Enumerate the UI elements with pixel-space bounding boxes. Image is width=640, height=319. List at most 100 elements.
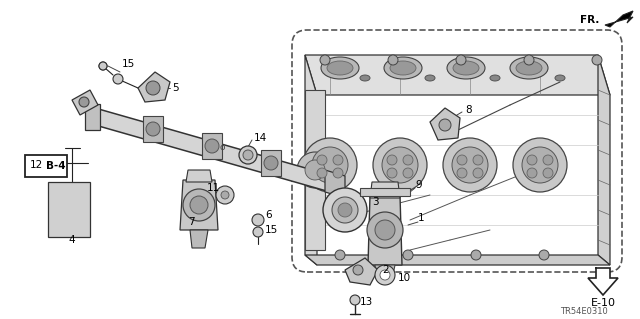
Polygon shape bbox=[360, 188, 410, 196]
Circle shape bbox=[403, 250, 413, 260]
Text: 15: 15 bbox=[265, 225, 278, 235]
Polygon shape bbox=[138, 72, 170, 102]
Circle shape bbox=[373, 138, 427, 192]
Circle shape bbox=[473, 155, 483, 165]
Ellipse shape bbox=[360, 75, 370, 81]
Polygon shape bbox=[368, 195, 402, 265]
Circle shape bbox=[443, 138, 497, 192]
Circle shape bbox=[539, 250, 549, 260]
Text: 4: 4 bbox=[68, 235, 75, 245]
Ellipse shape bbox=[321, 57, 359, 79]
Bar bbox=[25, 155, 67, 177]
Polygon shape bbox=[202, 133, 222, 159]
Circle shape bbox=[367, 212, 403, 248]
Circle shape bbox=[317, 155, 327, 165]
Circle shape bbox=[592, 55, 602, 65]
Circle shape bbox=[457, 168, 467, 178]
Polygon shape bbox=[305, 255, 610, 265]
Circle shape bbox=[323, 188, 367, 232]
Circle shape bbox=[380, 270, 390, 280]
Circle shape bbox=[183, 189, 215, 221]
Text: 13: 13 bbox=[360, 297, 373, 307]
Ellipse shape bbox=[490, 75, 500, 81]
Polygon shape bbox=[588, 268, 618, 295]
Circle shape bbox=[146, 81, 160, 95]
Circle shape bbox=[527, 155, 537, 165]
Polygon shape bbox=[95, 108, 330, 192]
Circle shape bbox=[452, 147, 488, 183]
Text: 12: 12 bbox=[30, 160, 44, 170]
Circle shape bbox=[79, 97, 89, 107]
Circle shape bbox=[375, 265, 395, 285]
Circle shape bbox=[403, 168, 413, 178]
Circle shape bbox=[305, 160, 325, 180]
Ellipse shape bbox=[384, 57, 422, 79]
Text: 10: 10 bbox=[398, 273, 411, 283]
Circle shape bbox=[99, 62, 107, 70]
Polygon shape bbox=[72, 90, 98, 115]
Polygon shape bbox=[605, 11, 633, 27]
Polygon shape bbox=[180, 180, 218, 230]
Circle shape bbox=[471, 250, 481, 260]
Circle shape bbox=[375, 220, 395, 240]
Circle shape bbox=[253, 227, 263, 237]
Text: 5: 5 bbox=[172, 83, 179, 93]
Circle shape bbox=[252, 214, 264, 226]
Ellipse shape bbox=[510, 57, 548, 79]
Polygon shape bbox=[345, 258, 378, 285]
Circle shape bbox=[190, 196, 208, 214]
Text: 11: 11 bbox=[207, 183, 220, 193]
Circle shape bbox=[113, 74, 123, 84]
Circle shape bbox=[513, 138, 567, 192]
Polygon shape bbox=[143, 116, 163, 142]
Circle shape bbox=[388, 55, 398, 65]
Polygon shape bbox=[305, 55, 317, 265]
Text: 8: 8 bbox=[465, 105, 472, 115]
Polygon shape bbox=[85, 104, 100, 130]
Text: 2: 2 bbox=[382, 265, 388, 275]
Circle shape bbox=[350, 295, 360, 305]
Polygon shape bbox=[325, 170, 345, 198]
Circle shape bbox=[99, 62, 107, 70]
Text: 9: 9 bbox=[415, 180, 422, 190]
Ellipse shape bbox=[425, 75, 435, 81]
Circle shape bbox=[320, 55, 330, 65]
Circle shape bbox=[303, 138, 357, 192]
Text: FR.: FR. bbox=[580, 15, 600, 25]
Circle shape bbox=[221, 191, 229, 199]
Text: 6: 6 bbox=[265, 210, 271, 220]
Circle shape bbox=[353, 265, 363, 275]
Text: 14: 14 bbox=[254, 133, 268, 143]
Text: 7: 7 bbox=[188, 217, 195, 227]
Polygon shape bbox=[261, 150, 281, 176]
Ellipse shape bbox=[516, 61, 542, 75]
Ellipse shape bbox=[555, 75, 565, 81]
Circle shape bbox=[333, 168, 343, 178]
Circle shape bbox=[333, 155, 343, 165]
Circle shape bbox=[527, 168, 537, 178]
Text: TR54E0310: TR54E0310 bbox=[560, 307, 608, 315]
Circle shape bbox=[335, 250, 345, 260]
Circle shape bbox=[543, 168, 553, 178]
Circle shape bbox=[239, 146, 257, 164]
Polygon shape bbox=[190, 230, 208, 248]
Circle shape bbox=[387, 155, 397, 165]
Polygon shape bbox=[305, 90, 325, 250]
Circle shape bbox=[543, 155, 553, 165]
Text: 3: 3 bbox=[372, 197, 379, 207]
Circle shape bbox=[387, 168, 397, 178]
Ellipse shape bbox=[390, 61, 416, 75]
Polygon shape bbox=[370, 182, 400, 198]
Ellipse shape bbox=[453, 61, 479, 75]
Circle shape bbox=[317, 168, 327, 178]
Circle shape bbox=[332, 197, 358, 223]
Circle shape bbox=[524, 55, 534, 65]
Circle shape bbox=[457, 155, 467, 165]
Text: B-4: B-4 bbox=[46, 161, 66, 171]
Circle shape bbox=[439, 119, 451, 131]
Text: 1: 1 bbox=[418, 213, 424, 223]
Text: 15: 15 bbox=[122, 59, 135, 69]
Circle shape bbox=[522, 147, 558, 183]
Circle shape bbox=[243, 150, 253, 160]
Ellipse shape bbox=[447, 57, 485, 79]
